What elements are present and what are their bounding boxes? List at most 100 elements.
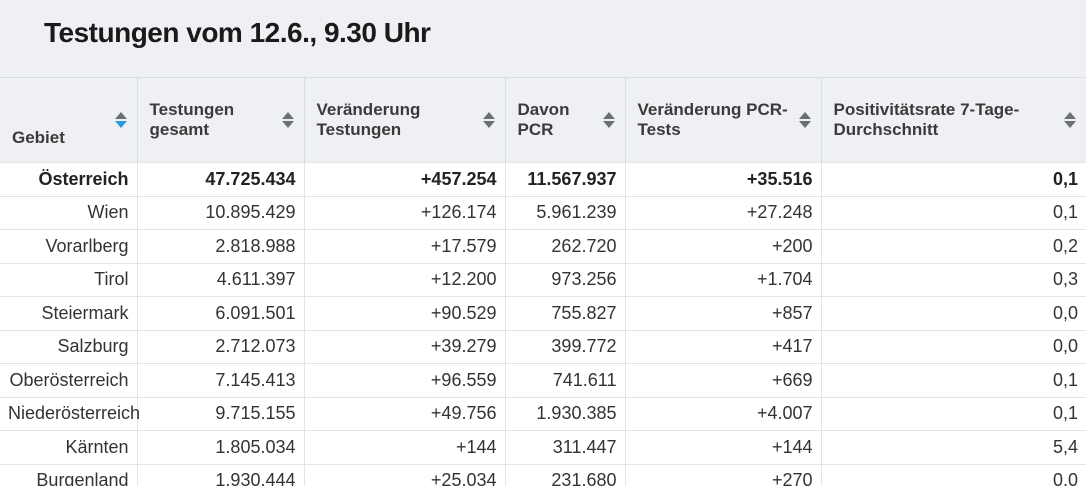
table-cell: 0,0 (820, 329, 1086, 364)
title-bar: Testungen vom 12.6., 9.30 Uhr (0, 0, 1086, 77)
table-body: Österreich 47.725.434 +457.254 11.567.937 +3… (0, 162, 1086, 486)
table-cell: Oberösterreich (0, 363, 137, 397)
table-row: Burgenland 1.930.444 +25.034 231.680 +270 0,0 (0, 463, 1086, 486)
table-cell: +27.248 (624, 195, 821, 230)
table-cell: +4.007 (624, 396, 821, 431)
table-cell: Österreich (0, 162, 137, 196)
column-header-label: Positivitätsrate 7-Tage-Durchschnitt (833, 100, 1020, 139)
table-row: Wien 10.895.429 +126.174 5.961.239 +27.248 0,… (0, 195, 1086, 230)
column-header-5[interactable]: Positivitätsrate 7-Tage-Durchschnitt (820, 77, 1086, 163)
table-cell: 0,3 (820, 262, 1086, 297)
column-header-1[interactable]: Testungen gesamt (136, 77, 304, 163)
table-cell: Salzburg (0, 329, 137, 364)
table-cell: 11.567.937 (504, 162, 625, 196)
table-cell: +96.559 (303, 363, 505, 397)
table-row: Salzburg 2.712.073 +39.279 399.772 +417 0,0 (0, 329, 1086, 364)
table-cell: 0,1 (820, 195, 1086, 230)
table-cell: 231.680 (504, 463, 625, 486)
table-cell: 5,4 (820, 430, 1086, 464)
table-header: Gebiet Testungen gesamt Veränderung Testun… (0, 77, 1086, 163)
table-cell: Burgenland (0, 463, 137, 486)
table-cell: 0,2 (820, 229, 1086, 263)
table-cell: +17.579 (303, 229, 505, 263)
table-cell: Vorarlberg (0, 229, 137, 263)
table-cell: 9.715.155 (136, 396, 304, 431)
sort-up-arrow-icon (602, 112, 615, 119)
sort-icon[interactable] (281, 111, 294, 129)
sort-down-arrow-icon (602, 121, 615, 128)
table-cell: +126.174 (303, 195, 505, 230)
sort-icon[interactable] (602, 111, 615, 129)
table-cell: 0,1 (820, 396, 1086, 431)
header-row: Gebiet Testungen gesamt Veränderung Testun… (0, 77, 1086, 163)
table-cell: +669 (624, 363, 821, 397)
sort-icon[interactable] (114, 111, 127, 129)
column-header-label: Gebiet (12, 128, 65, 147)
table-cell: 0,0 (820, 463, 1086, 486)
table-cell: 2.818.988 (136, 229, 304, 263)
table-cell: 741.611 (504, 363, 625, 397)
sort-down-arrow-icon (281, 121, 294, 128)
table-row: Niederösterreich 9.715.155 +49.756 1.930.38… (0, 396, 1086, 431)
sort-down-arrow-icon (1064, 121, 1076, 128)
table-cell: 1.930.444 (136, 463, 304, 486)
column-header-0[interactable]: Gebiet (0, 77, 137, 163)
sort-up-arrow-icon (798, 112, 811, 119)
table-cell: Steiermark (0, 296, 137, 330)
table-cell: 2.712.073 (136, 329, 304, 364)
table-cell: +90.529 (303, 296, 505, 330)
column-header-label: Testungen gesamt (149, 100, 235, 139)
table-cell: 1.805.034 (136, 430, 304, 464)
table-cell: +857 (624, 296, 821, 330)
column-header-2[interactable]: Veränderung Testungen (303, 77, 505, 163)
table-cell: +457.254 (303, 162, 505, 196)
column-header-label: Veränderung Testungen (316, 100, 421, 139)
table-row: Tirol 4.611.397 +12.200 973.256 +1.704 0,3 (0, 262, 1086, 297)
table-cell: +1.704 (624, 262, 821, 297)
table-cell: +12.200 (303, 262, 505, 297)
sort-down-arrow-icon (114, 121, 127, 128)
table-cell: +49.756 (303, 396, 505, 431)
sort-down-arrow-icon (798, 121, 811, 128)
table-cell: +39.279 (303, 329, 505, 364)
table-cell: 0,1 (820, 162, 1086, 196)
page-title: Testungen vom 12.6., 9.30 Uhr (44, 17, 431, 48)
column-header-label: Davon PCR (517, 100, 570, 139)
table-cell: 4.611.397 (136, 262, 304, 297)
table-cell: 262.720 (504, 229, 625, 263)
table-cell: 1.930.385 (504, 396, 625, 431)
table-cell: 7.145.413 (136, 363, 304, 397)
table-cell: 10.895.429 (136, 195, 304, 230)
table-row: Kärnten 1.805.034 +144 311.447 +144 5,4 (0, 430, 1086, 464)
column-header-3[interactable]: Davon PCR (504, 77, 625, 163)
table-cell: Wien (0, 195, 137, 230)
column-header-4[interactable]: Veränderung PCR-Tests (624, 77, 821, 163)
table-cell: 0,0 (820, 296, 1086, 330)
table-cell: +417 (624, 329, 821, 364)
sort-icon[interactable] (1064, 111, 1076, 129)
table-cell: +200 (624, 229, 821, 263)
table-cell: 0,1 (820, 363, 1086, 397)
table-row: Vorarlberg 2.818.988 +17.579 262.720 +200 0,2 (0, 229, 1086, 263)
table-cell: Tirol (0, 262, 137, 297)
table-cell: 6.091.501 (136, 296, 304, 330)
data-table: Gebiet Testungen gesamt Veränderung Testun… (0, 77, 1086, 486)
table-cell: 5.961.239 (504, 195, 625, 230)
table-cell: +144 (303, 430, 505, 464)
table-row: Oberösterreich 7.145.413 +96.559 741.611 +66… (0, 363, 1086, 397)
sort-icon[interactable] (482, 111, 495, 129)
table-cell: 973.256 (504, 262, 625, 297)
table-cell: 47.725.434 (136, 162, 304, 196)
sort-up-arrow-icon (281, 112, 294, 119)
table-row: Steiermark 6.091.501 +90.529 755.827 +857 0,0 (0, 296, 1086, 330)
table-cell: 399.772 (504, 329, 625, 364)
table-cell: 755.827 (504, 296, 625, 330)
sort-up-arrow-icon (482, 112, 495, 119)
sort-up-arrow-icon (114, 112, 127, 119)
table-cell: +144 (624, 430, 821, 464)
table-cell: Kärnten (0, 430, 137, 464)
sort-icon[interactable] (798, 111, 811, 129)
table-cell: 311.447 (504, 430, 625, 464)
table-cell: +35.516 (624, 162, 821, 196)
column-header-label: Veränderung PCR-Tests (637, 100, 788, 139)
